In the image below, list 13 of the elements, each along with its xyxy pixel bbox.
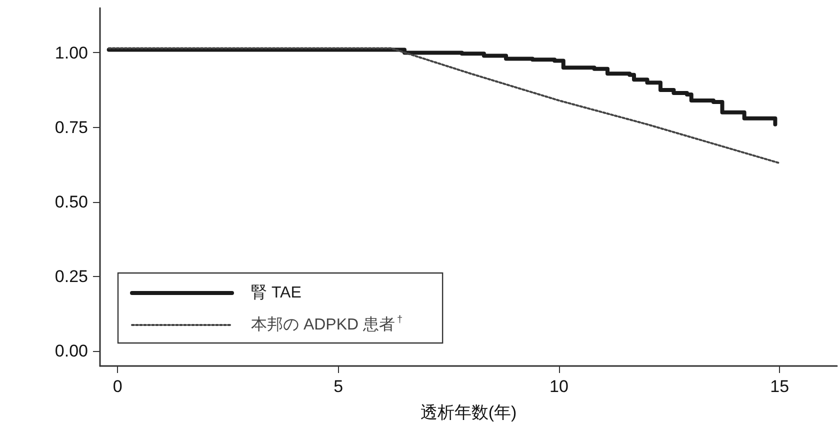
text: 腎 TAE: [251, 284, 302, 302]
y-tick-label: 1.00: [54, 43, 88, 62]
y-tick-label: 0.00: [54, 342, 88, 361]
x-tick-label: 5: [334, 377, 344, 396]
x-tick-label: 15: [770, 377, 790, 396]
x-tick-label: 0: [112, 377, 122, 396]
y-tick-label: 0.50: [54, 192, 88, 212]
y-tick-label: 0.25: [54, 267, 88, 286]
text: 本邦の ADPKD 患者†: [251, 314, 403, 334]
line-series: [108, 47, 781, 164]
x-tick-label: 10: [550, 377, 568, 396]
y-tick-label: 0.75: [54, 118, 88, 137]
x-axis-title: 透析年数(年): [420, 403, 517, 422]
